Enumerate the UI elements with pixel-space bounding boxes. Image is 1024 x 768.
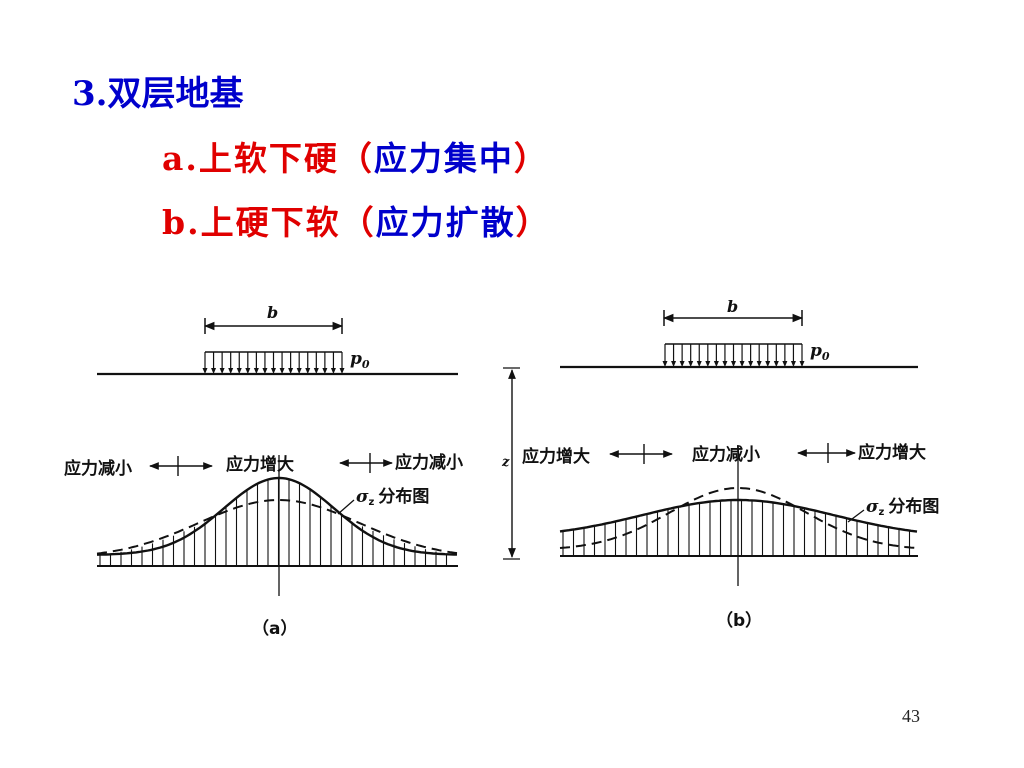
panel-b-center-label: 应力减小	[692, 444, 760, 465]
panel-a-load-arrowhead	[288, 368, 294, 374]
panel-a-caption: （a）	[252, 618, 297, 639]
panel-b-load-label: p0	[810, 341, 830, 363]
panel-a-load-arrowhead	[296, 368, 302, 374]
panel-b-actual-stress-curve	[559, 498, 918, 533]
panel-a-load-arrowhead	[211, 368, 217, 374]
panel-b-load-arrowhead	[748, 361, 754, 367]
line-b-paren-text: 应力扩散	[375, 203, 516, 242]
panel-b-stress-hatching	[562, 500, 911, 556]
panel-b-load-arrowhead	[662, 361, 668, 367]
panel-b-load-block	[662, 343, 805, 367]
panel-a-load-label: p0	[350, 349, 370, 371]
panel-b-load-arrowhead	[790, 361, 796, 367]
panel-a-dist-label: σz 分布图	[356, 486, 429, 508]
line-b-paren-open: （	[340, 203, 376, 242]
panel-b-homogeneous-stress-curve	[559, 487, 918, 550]
line-b: b.上硬下软（应力扩散）	[162, 196, 551, 244]
panel-b-load-arrowhead	[705, 361, 711, 367]
panel-b-load-arrowhead	[731, 361, 736, 367]
panel-a-load-arrowhead	[313, 368, 319, 374]
page-number: 43	[902, 706, 920, 726]
panel-b-load-arrowhead	[739, 361, 745, 367]
panel-a-load-arrowhead	[219, 368, 225, 374]
panel-b-load-arrowhead	[671, 361, 677, 367]
panel-b-load-arrowhead	[799, 361, 805, 367]
line-b-prefix: b.	[162, 203, 201, 242]
panel-b-dist-label: σz 分布图	[866, 496, 939, 518]
panel-a-load-block	[202, 351, 345, 374]
panel-b-load-arrowhead	[765, 361, 771, 367]
panel-a-width-symbol: b	[267, 303, 278, 322]
panel-b-load-arrowhead	[722, 361, 728, 367]
panel-a-homogeneous-stress-curve	[96, 499, 458, 555]
heading-title: 双层地基	[107, 74, 244, 114]
panel-a-center-label: 应力增大	[226, 454, 294, 475]
heading-number: 3.	[72, 74, 108, 114]
line-a-paren-close: ）	[513, 139, 549, 178]
panel-b-right-label: 应力增大	[858, 442, 926, 463]
line-a-main: 上软下硬	[198, 139, 339, 178]
panel-a-right-label: 应力减小	[395, 452, 463, 473]
panel-b-load-arrowhead	[773, 361, 779, 367]
panel-a-load-arrowhead	[262, 368, 268, 374]
line-a: a.上软下硬（应力集中）	[162, 132, 549, 180]
panel-b-load-arrowhead	[782, 361, 788, 367]
line-a-paren-open: （	[338, 139, 374, 178]
line-b-main: 上硬下软	[200, 203, 341, 242]
panel-b-load-arrowhead	[756, 361, 762, 367]
panel-a: b p0 应力减小 应力增大 应力减小 σz 分布图 （a）	[64, 303, 463, 639]
panel-a-load-arrowhead	[339, 368, 345, 374]
panel-a-load-arrowhead	[305, 368, 311, 374]
slide-heading: 3.双层地基	[72, 66, 244, 115]
panel-b-load-arrowhead	[696, 361, 702, 367]
depth-dimension: z	[501, 367, 520, 560]
panel-a-load-arrowhead	[228, 368, 234, 374]
panel-a-load-arrowhead	[322, 368, 328, 374]
panel-b-caption: （b）	[716, 610, 762, 631]
panel-a-load-arrowhead	[253, 368, 259, 374]
panel-b-left-label: 应力增大	[522, 446, 590, 467]
depth-symbol: z	[501, 455, 510, 470]
line-a-prefix: a.	[162, 139, 199, 178]
panel-a-load-arrowhead	[202, 368, 208, 374]
panel-b-load-arrowhead	[688, 361, 694, 367]
panel-a-load-arrowhead	[271, 368, 276, 374]
panel-a-actual-stress-curve	[96, 476, 458, 556]
panel-a-stress-hatching	[99, 478, 448, 566]
line-a-paren-text: 应力集中	[373, 139, 514, 178]
panel-a-load-arrowhead	[245, 368, 251, 374]
panel-b-load-arrowhead	[713, 361, 719, 367]
panel-a-load-arrowhead	[236, 368, 242, 374]
panel-b: b p0 应力增大 应力减小 应力增大 σz 分布图 （b）	[522, 297, 939, 631]
line-b-paren-close: ）	[515, 203, 551, 242]
panel-b-load-arrowhead	[679, 361, 685, 367]
panel-a-load-arrowhead	[330, 368, 336, 374]
panel-b-width-symbol: b	[727, 297, 738, 316]
panel-a-load-arrowhead	[279, 368, 285, 374]
panel-a-left-label: 应力减小	[64, 458, 132, 479]
